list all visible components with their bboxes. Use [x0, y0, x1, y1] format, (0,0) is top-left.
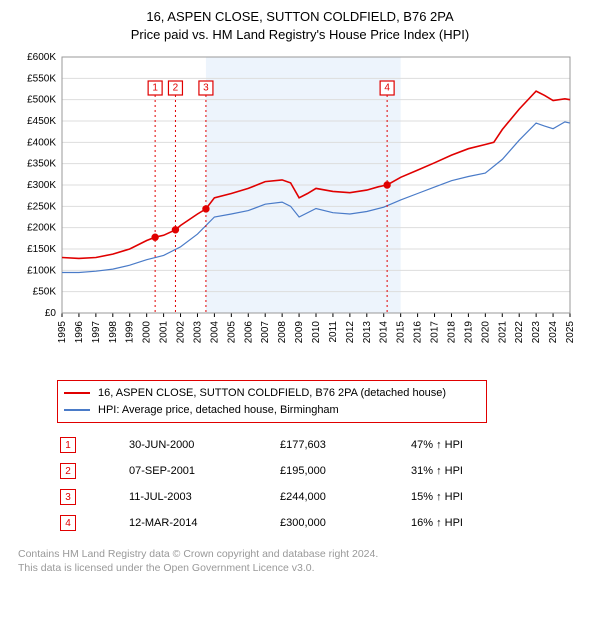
y-tick-label: £300K: [27, 180, 56, 191]
x-tick-label: 2000: [142, 321, 153, 344]
title-sub: Price paid vs. HM Land Registry's House …: [12, 26, 588, 44]
event-delta: 47% ↑ HPI: [410, 433, 481, 457]
x-tick-label: 1997: [91, 321, 102, 344]
y-tick-label: £250K: [27, 201, 56, 212]
x-tick-label: 2014: [379, 321, 390, 344]
event-number-box: 2: [60, 463, 76, 479]
legend-row: HPI: Average price, detached house, Birm…: [64, 402, 480, 419]
y-tick-label: £50K: [33, 287, 57, 298]
x-tick-label: 2024: [548, 321, 559, 344]
x-tick-label: 2006: [243, 321, 254, 344]
event-delta: 15% ↑ HPI: [410, 485, 481, 509]
x-tick-label: 1996: [74, 321, 85, 344]
event-number-box: 3: [60, 489, 76, 505]
x-tick-label: 2005: [226, 321, 237, 344]
titles: 16, ASPEN CLOSE, SUTTON COLDFIELD, B76 2…: [12, 8, 588, 43]
x-tick-label: 2002: [176, 321, 187, 344]
event-date: 12-MAR-2014: [128, 511, 277, 535]
event-number-box: 1: [60, 437, 76, 453]
x-tick-label: 2015: [396, 321, 407, 344]
marker-number: 1: [152, 83, 158, 94]
x-tick-label: 2017: [430, 321, 441, 344]
x-tick-label: 2013: [362, 321, 373, 344]
event-row: 2 07-SEP-2001£195,00031% ↑ HPI: [59, 459, 481, 483]
x-tick-label: 2011: [328, 321, 339, 343]
chart: £0 £50K £100K £150K £200K £250K £300K £350K £400…: [12, 49, 588, 374]
legend-swatch: [64, 392, 90, 394]
x-tick-label: 2018: [446, 321, 457, 344]
y-tick-label: £400K: [27, 137, 56, 148]
marker-dot: [384, 182, 390, 188]
event-number-box: 4: [60, 515, 76, 531]
x-tick-label: 1999: [125, 321, 136, 344]
x-tick-label: 2004: [209, 321, 220, 344]
y-tick-label: £350K: [27, 159, 56, 170]
y-tick-label: £100K: [27, 265, 56, 276]
legend-swatch: [64, 409, 90, 411]
event-price: £244,000: [279, 485, 408, 509]
x-tick-label: 2023: [531, 321, 542, 344]
y-tick-label: £150K: [27, 244, 56, 255]
marker-dot: [203, 206, 209, 212]
marker-dot: [152, 234, 158, 240]
legend: 16, ASPEN CLOSE, SUTTON COLDFIELD, B76 2…: [57, 380, 487, 423]
event-price: £300,000: [279, 511, 408, 535]
x-tick-label: 2012: [345, 321, 356, 344]
event-row: 4 12-MAR-2014£300,00016% ↑ HPI: [59, 511, 481, 535]
x-tick-label: 1998: [108, 321, 119, 344]
event-price: £177,603: [279, 433, 408, 457]
event-date: 30-JUN-2000: [128, 433, 277, 457]
x-tick-label: 2020: [480, 321, 491, 344]
marker-number: 4: [384, 83, 390, 94]
y-tick-label: £600K: [27, 52, 56, 63]
marker-number: 3: [203, 83, 209, 94]
y-tick-label: £200K: [27, 223, 56, 234]
footer-note: Contains HM Land Registry data © Crown c…: [18, 547, 588, 575]
x-tick-label: 2021: [497, 321, 508, 344]
x-tick-label: 1995: [57, 321, 68, 344]
x-tick-label: 2009: [294, 321, 305, 344]
y-tick-label: £0: [45, 308, 57, 319]
chart-container: 16, ASPEN CLOSE, SUTTON COLDFIELD, B76 2…: [0, 0, 600, 585]
legend-label: HPI: Average price, detached house, Birm…: [98, 402, 339, 419]
x-tick-label: 2025: [565, 321, 576, 344]
legend-label: 16, ASPEN CLOSE, SUTTON COLDFIELD, B76 2…: [98, 385, 446, 402]
event-delta: 16% ↑ HPI: [410, 511, 481, 535]
title-address: 16, ASPEN CLOSE, SUTTON COLDFIELD, B76 2…: [12, 8, 588, 26]
event-date: 07-SEP-2001: [128, 459, 277, 483]
marker-dot: [172, 227, 178, 233]
footer-line-1: Contains HM Land Registry data © Crown c…: [18, 547, 588, 561]
y-tick-label: £500K: [27, 95, 56, 106]
event-delta: 31% ↑ HPI: [410, 459, 481, 483]
event-date: 11-JUL-2003: [128, 485, 277, 509]
x-tick-label: 2007: [260, 321, 271, 344]
marker-number: 2: [173, 83, 179, 94]
footer-line-2: This data is licensed under the Open Gov…: [18, 561, 588, 575]
event-price: £195,000: [279, 459, 408, 483]
legend-row: 16, ASPEN CLOSE, SUTTON COLDFIELD, B76 2…: [64, 385, 480, 402]
events-table: 1 30-JUN-2000£177,60347% ↑ HPI 2 07-SEP-200…: [57, 431, 483, 537]
x-tick-label: 2001: [159, 321, 170, 344]
x-tick-label: 2016: [413, 321, 424, 344]
y-tick-label: £550K: [27, 73, 56, 84]
chart-svg: £0 £50K £100K £150K £200K £250K £300K £350K £400…: [12, 49, 588, 369]
x-tick-label: 2008: [277, 321, 288, 344]
x-tick-label: 2019: [463, 321, 474, 344]
event-row: 3 11-JUL-2003£244,00015% ↑ HPI: [59, 485, 481, 509]
x-tick-label: 2003: [192, 321, 203, 344]
y-tick-label: £450K: [27, 116, 56, 127]
x-tick-label: 2010: [311, 321, 322, 344]
x-tick-label: 2022: [514, 321, 525, 344]
event-row: 1 30-JUN-2000£177,60347% ↑ HPI: [59, 433, 481, 457]
